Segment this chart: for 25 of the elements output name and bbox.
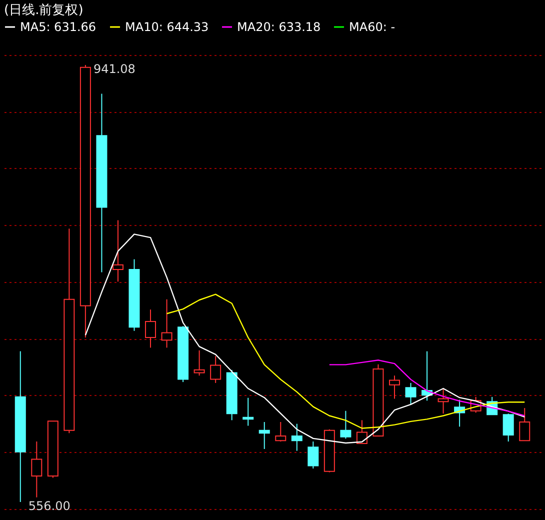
candlestick	[388, 375, 400, 400]
annotation: 556.00	[28, 499, 70, 513]
legend-label: MA5: 631.66	[20, 20, 96, 34]
legend-label: MA60: -	[349, 20, 396, 34]
candlestick	[161, 298, 172, 348]
candlestick	[210, 356, 222, 384]
candlestick	[519, 408, 530, 442]
annotation: 941.08	[93, 62, 136, 76]
candlestick	[258, 421, 270, 450]
candlestick	[308, 441, 319, 470]
candlestick	[194, 350, 205, 376]
candlestick	[438, 388, 449, 414]
candlestick	[405, 382, 416, 405]
candlestick	[275, 421, 286, 442]
chart-title: (日线.前复权)	[4, 3, 84, 18]
candlestick	[242, 397, 254, 426]
candlestick	[145, 309, 156, 348]
candlestick	[340, 410, 352, 440]
candlestick	[112, 220, 124, 282]
legend-label: MA10: 644.33	[125, 20, 209, 34]
candlestick	[356, 420, 368, 444]
candlestick	[291, 423, 302, 452]
candlestick	[502, 413, 514, 442]
legend-label: MA20: 633.18	[237, 20, 321, 34]
candlestick	[31, 441, 42, 498]
